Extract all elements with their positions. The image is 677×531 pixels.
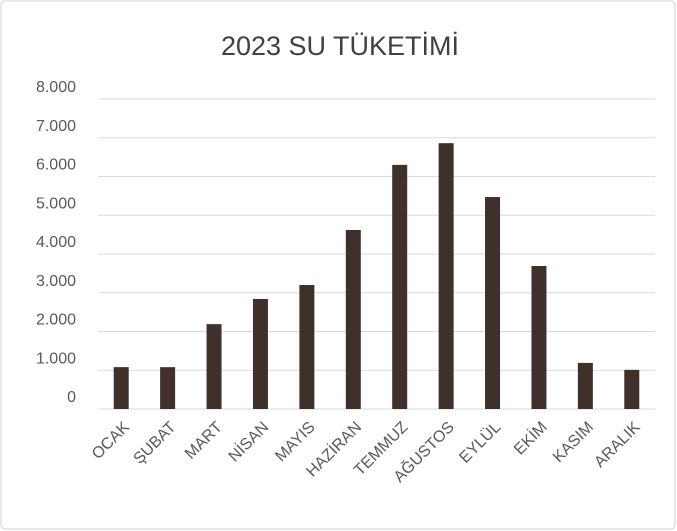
y-tick-label: 8.000 [36, 79, 76, 96]
bar [206, 324, 222, 409]
bar [485, 197, 501, 409]
y-tick-label: 5.000 [36, 195, 76, 212]
y-tick-label: 4.000 [36, 234, 76, 251]
bar [252, 298, 268, 409]
y-tick-label: 7.000 [36, 118, 76, 135]
bar [160, 367, 176, 409]
y-tick-label: 2.000 [36, 312, 76, 329]
bar [392, 164, 408, 409]
bar [531, 266, 547, 409]
y-tick-label: 1.000 [36, 350, 76, 367]
bar [299, 285, 315, 409]
bar [624, 369, 640, 409]
bar [577, 362, 593, 409]
bar [438, 143, 454, 410]
chart-title: 2023 SU TÜKETİMİ [221, 30, 459, 61]
bar [345, 229, 361, 409]
bar [113, 367, 129, 409]
y-tick-label: 0 [67, 389, 76, 406]
y-tick-label: 6.000 [36, 157, 76, 174]
y-tick-label: 3.000 [36, 273, 76, 290]
